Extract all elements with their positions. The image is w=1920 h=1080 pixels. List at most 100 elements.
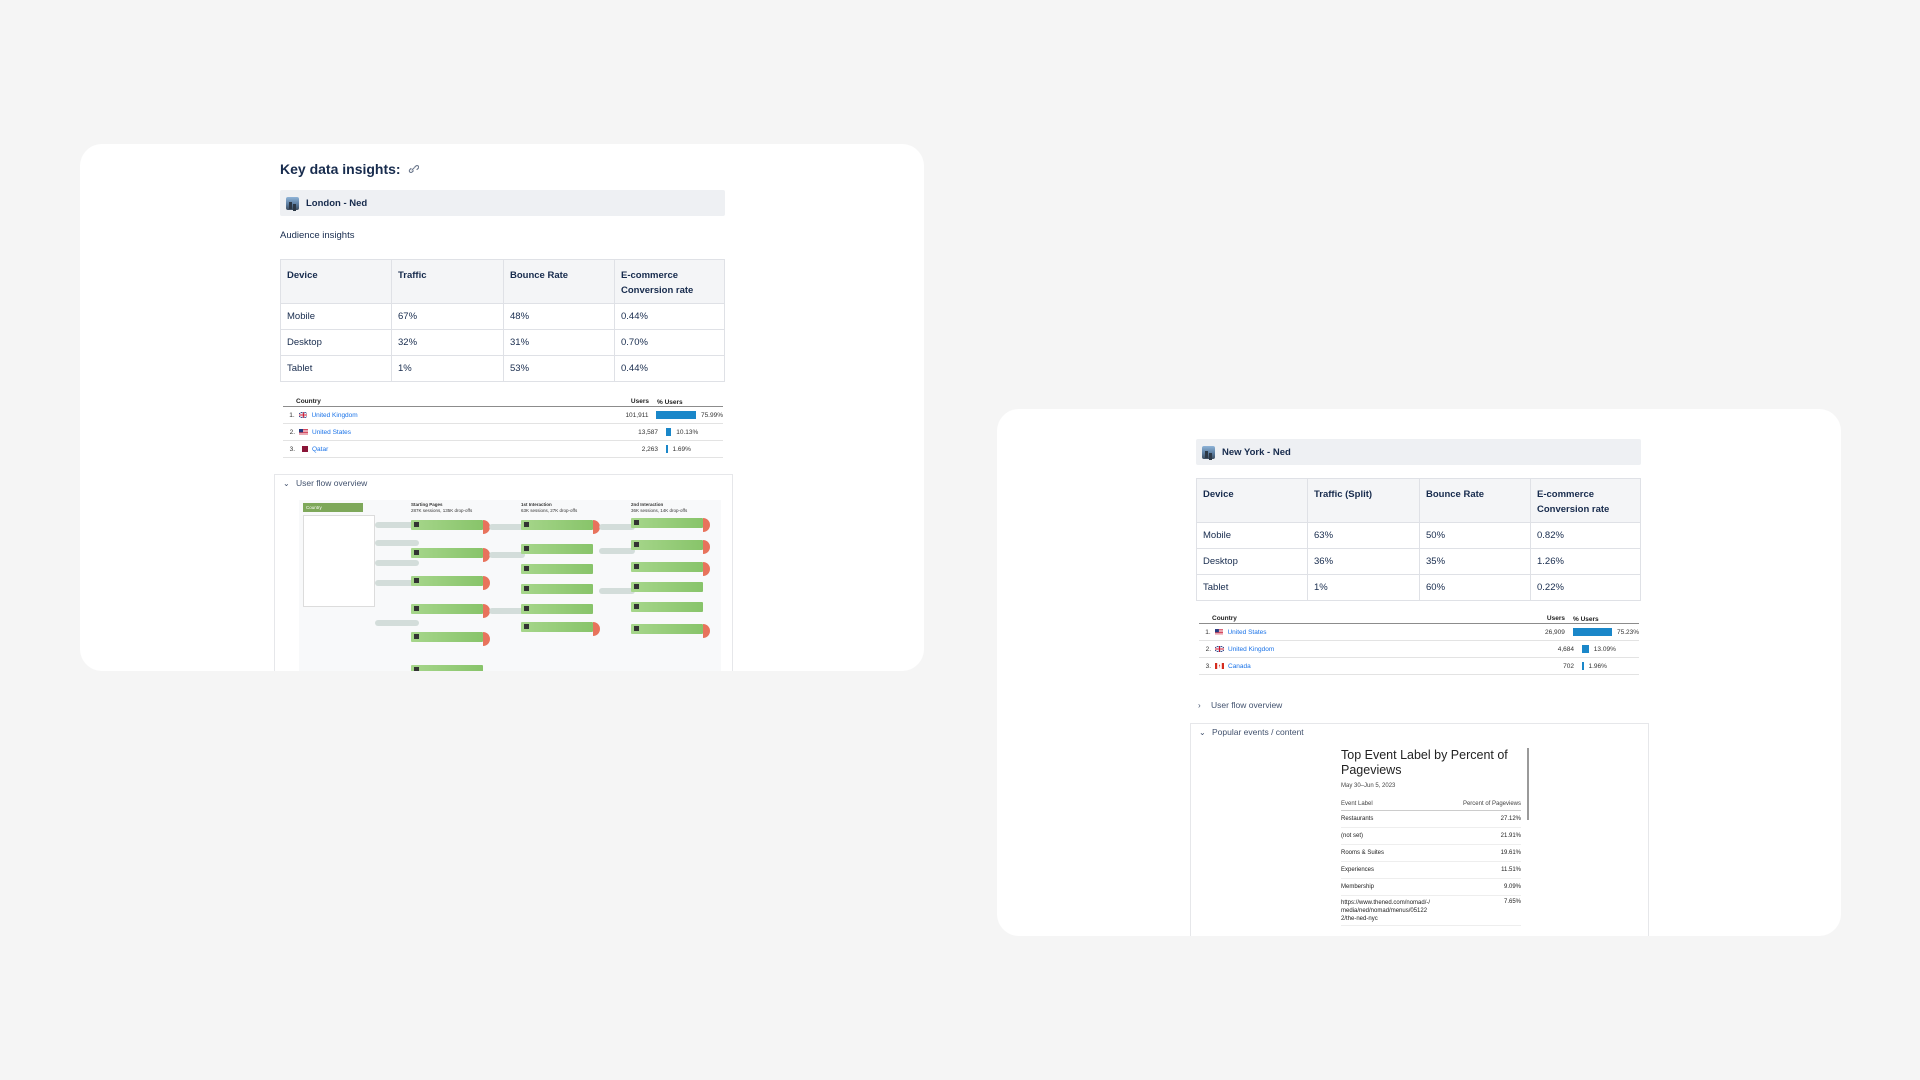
user-flow-toggle[interactable]: ⌄ User flow overview xyxy=(275,475,732,491)
country-table-header: Country Users % Users xyxy=(283,398,723,407)
pct-cell: 75.99% xyxy=(648,411,723,419)
event-label: Rooms & Suites xyxy=(1341,850,1385,856)
cityscape-icon xyxy=(1202,445,1215,459)
flow-node[interactable] xyxy=(521,564,593,574)
table-row: Experiences 11.51% xyxy=(1341,862,1521,879)
london-card: Key data insights: London - Ned Audience… xyxy=(80,144,924,671)
header-country: Country xyxy=(296,398,321,405)
flow-node[interactable] xyxy=(521,520,593,530)
flow-drop-off xyxy=(483,604,490,618)
flow-node[interactable] xyxy=(411,632,483,642)
london-device-table: Device Traffic Bounce Rate E-commerce Co… xyxy=(280,259,725,382)
pct-value: 1.69% xyxy=(672,445,691,453)
pct-value: 1.96% xyxy=(1588,662,1607,670)
london-country-table: Country Users % Users 1. United Kingdom … xyxy=(283,398,723,458)
event-percent: 11.51% xyxy=(1501,867,1521,873)
pct-value: 13.09% xyxy=(1593,645,1616,653)
header-percent-pageviews: Percent of Pageviews xyxy=(1462,801,1521,807)
flow-node[interactable] xyxy=(411,520,483,530)
country-link[interactable]: United States xyxy=(1227,628,1267,636)
pct-cell: 1.96% xyxy=(1574,662,1607,670)
header-users: Users xyxy=(630,398,649,405)
header-bounce-rate: Bounce Rate xyxy=(1419,478,1531,523)
flow-node[interactable] xyxy=(411,604,483,614)
country-row: 3. Qatar 2,263 1.69% xyxy=(283,441,723,458)
chevron-right-icon: › xyxy=(1198,700,1201,710)
flow-link xyxy=(599,548,635,554)
flow-node[interactable] xyxy=(521,544,593,554)
scrollbar[interactable] xyxy=(1527,748,1529,820)
users-value: 4,684 xyxy=(1557,645,1574,653)
users-value: 702 xyxy=(1563,662,1574,670)
header-country: Country xyxy=(1212,615,1237,622)
users-value: 13,587 xyxy=(638,428,658,436)
table-row: (not set) 21.91% xyxy=(1341,828,1521,845)
flow-node[interactable] xyxy=(631,624,703,634)
header-bounce-rate: Bounce Rate xyxy=(503,259,615,304)
country-link[interactable]: United Kingdom xyxy=(311,411,358,419)
flow-node[interactable] xyxy=(411,665,483,671)
chevron-down-icon: ⌄ xyxy=(1199,727,1206,737)
flow-link xyxy=(375,580,419,586)
table-cell: 48% xyxy=(503,303,615,330)
users-value: 101,911 xyxy=(625,411,649,419)
new-york-country-table: Country Users % Users 1. United States 2… xyxy=(1199,615,1639,675)
table-cell: 0.44% xyxy=(614,355,725,382)
country-row: 2. United States 13,587 10.13% xyxy=(283,424,723,441)
flow-node[interactable] xyxy=(631,540,703,550)
flow-link xyxy=(599,588,635,594)
flow-node[interactable] xyxy=(521,584,593,594)
flow-node[interactable] xyxy=(521,622,593,632)
row-index: 2. xyxy=(1205,645,1211,653)
popular-events-expand: ⌄ Popular events / content Top Event Lab… xyxy=(1190,723,1649,936)
flow-node[interactable] xyxy=(631,582,703,592)
table-cell: 0.44% xyxy=(614,303,725,330)
flow-drop-off xyxy=(703,540,710,554)
flow-drop-off xyxy=(483,576,490,590)
user-flow-chart: Country Starting Pages 287K sessions, 13… xyxy=(299,500,721,671)
row-index: 3. xyxy=(1205,662,1211,670)
event-label: Restaurants xyxy=(1341,816,1374,822)
event-label: Experiences xyxy=(1341,867,1375,873)
flow-node[interactable] xyxy=(631,562,703,572)
flow-node[interactable] xyxy=(521,604,593,614)
flow-node[interactable] xyxy=(631,602,703,612)
cityscape-icon xyxy=(286,196,299,210)
column-title: 2nd Interaction xyxy=(631,502,664,507)
popular-events-toggle[interactable]: ⌄ Popular events / content xyxy=(1191,724,1648,740)
table-cell: 32% xyxy=(391,329,504,356)
flow-link xyxy=(375,540,419,546)
report-date: May 30–Jun 5, 2023 xyxy=(1341,783,1396,789)
user-flow-toggle[interactable]: › User flow overview xyxy=(1190,697,1649,713)
flow-drop-off xyxy=(593,520,600,534)
flow-link xyxy=(375,620,419,626)
us-flag-icon xyxy=(1214,629,1224,635)
panel-title: London - Ned xyxy=(306,197,368,209)
london-content: Key data insights: London - Ned Audience… xyxy=(274,160,733,671)
link-icon[interactable] xyxy=(407,163,419,175)
table-row: https://www.thened.com/nomad/-/media/ned… xyxy=(1341,896,1521,926)
country-row: 1. United States 26,909 75.23% xyxy=(1199,624,1639,641)
table-cell: Desktop xyxy=(280,329,392,356)
country-link[interactable]: United States xyxy=(312,428,352,436)
table-row: Tablet 1% 53% 0.44% xyxy=(280,355,725,382)
new-york-device-table: Device Traffic (Split) Bounce Rate E-com… xyxy=(1196,478,1641,601)
page-title: Key data insights: xyxy=(280,160,725,178)
flow-node[interactable] xyxy=(631,518,703,528)
table-cell: 0.82% xyxy=(1530,522,1641,549)
country-link[interactable]: United Kingdom xyxy=(1228,645,1275,653)
table-row: Desktop 36% 35% 1.26% xyxy=(1196,548,1641,575)
flow-node[interactable] xyxy=(411,548,483,558)
column-title: Starting Pages xyxy=(411,502,443,507)
country-dropdown[interactable]: Country xyxy=(303,503,363,512)
pct-bar xyxy=(1582,662,1584,670)
row-index: 3. xyxy=(289,445,295,453)
table-cell: 67% xyxy=(391,303,504,330)
user-flow-expand: ⌄ User flow overview Country Starting Pa… xyxy=(274,474,733,671)
pct-cell: 1.69% xyxy=(658,445,691,453)
country-link[interactable]: Canada xyxy=(1228,662,1251,670)
flow-node[interactable] xyxy=(411,576,483,586)
country-link[interactable]: Qatar xyxy=(312,445,329,453)
table-cell: 31% xyxy=(503,329,615,356)
header-conversion-rate: E-commerce Conversion rate xyxy=(1530,478,1641,523)
